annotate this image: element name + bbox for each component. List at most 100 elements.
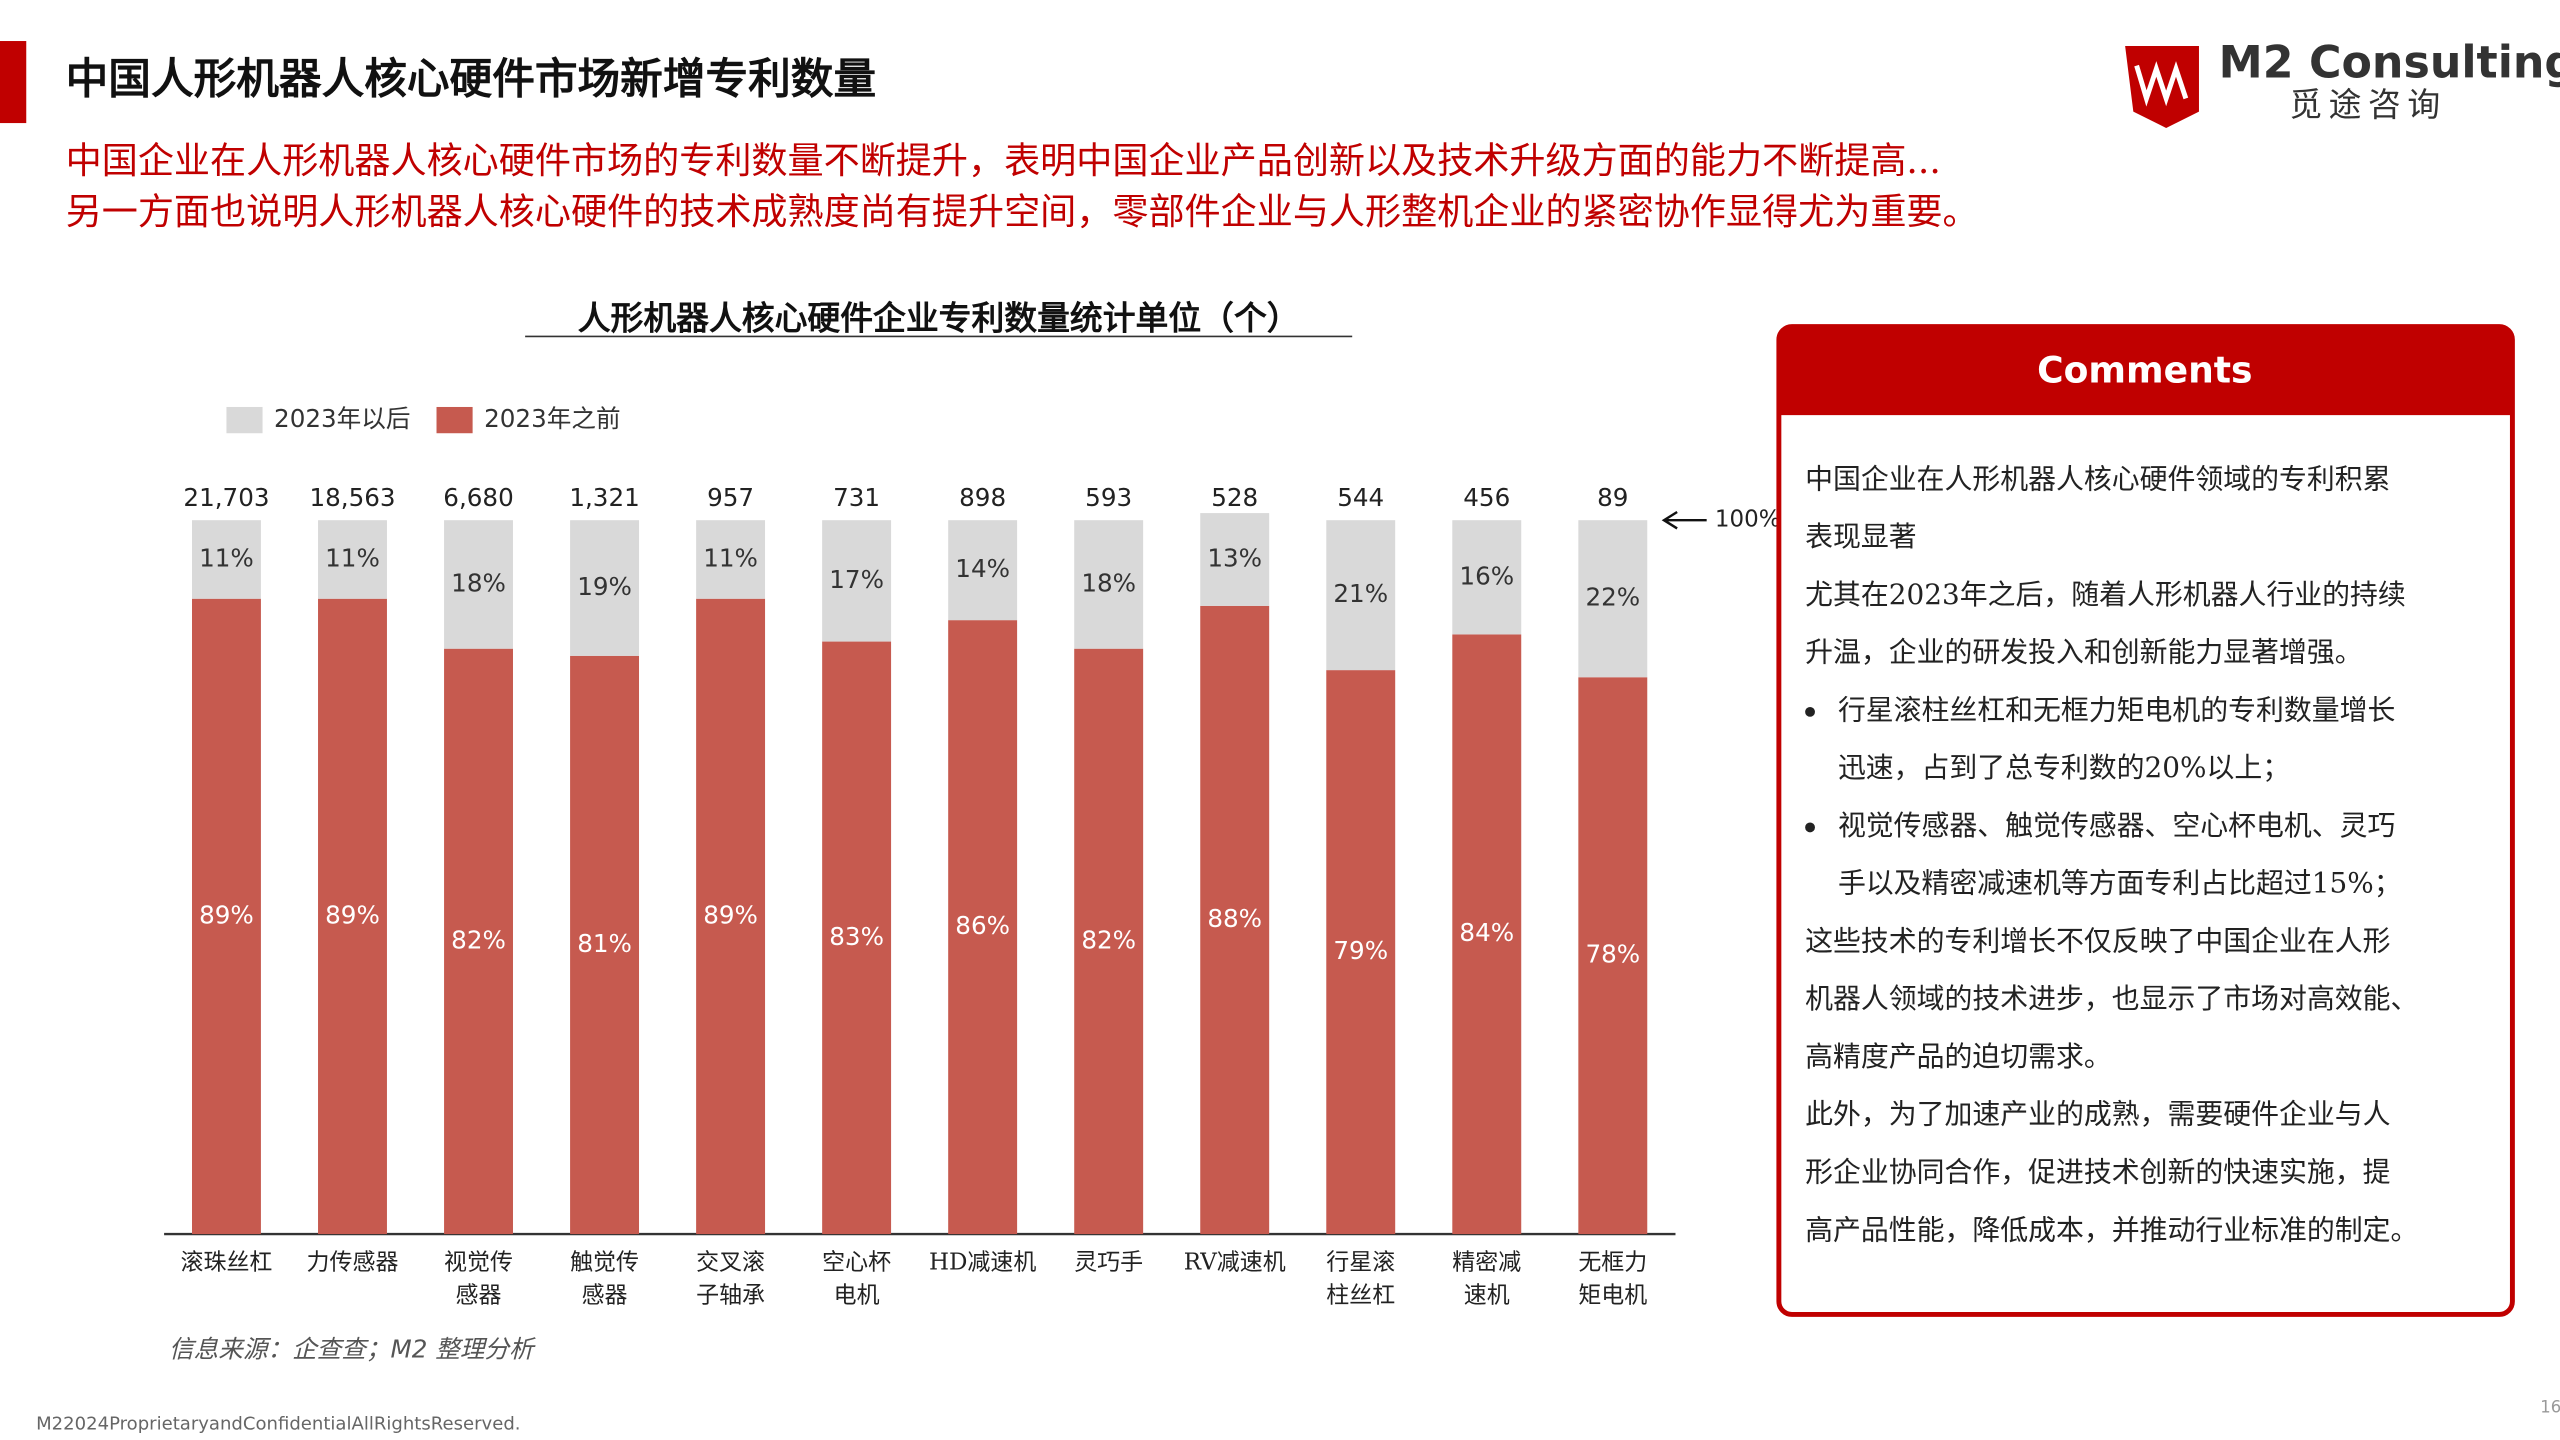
data-label: 18% <box>1081 568 1136 597</box>
logo: M2 Consulting <box>2219 38 2560 89</box>
bar-segment <box>1326 670 1396 1235</box>
bar-segment <box>318 520 387 599</box>
annotation: 100% <box>1715 507 1781 533</box>
bar-segment <box>1452 520 1522 635</box>
legend-label: 2023年以后 <box>274 404 410 433</box>
total-label: 89 <box>1597 483 1628 512</box>
title-accent <box>0 41 27 124</box>
x-tick-label: HD减速机 <box>929 1250 1036 1276</box>
bar-segment <box>318 598 387 1235</box>
comments-header <box>1778 326 2513 416</box>
legend-swatch <box>436 406 473 434</box>
slide-title: 中国人形机器人核心硬件市场新增专利数量 <box>66 55 876 105</box>
bullet <box>1805 822 1815 833</box>
data-label: 22% <box>1585 583 1640 612</box>
data-label: 11% <box>703 543 758 572</box>
comment-line: 行星滚柱丝杠和无框力矩电机的专利数量增长 <box>1838 693 2396 726</box>
data-label: 86% <box>955 911 1010 940</box>
bar-segment <box>192 598 261 1235</box>
comment-line: 表现显著 <box>1805 520 1917 553</box>
comment-line: 高产品性能，降低成本，并推动行业标准的制定。 <box>1805 1213 2418 1246</box>
data-label: 78% <box>1585 940 1640 969</box>
comment-line: 尤其在2023年之后，随着人形机器人行业的持续 <box>1805 578 2406 611</box>
total-label: 544 <box>1337 483 1384 512</box>
legend-label: 2023年之前 <box>484 404 620 433</box>
bar-segment <box>1200 513 1270 606</box>
x-tick-label: 无框力矩电机 <box>1578 1250 1647 1309</box>
page-number: 16 <box>2540 1398 2560 1417</box>
annotation-arrow <box>1661 510 1707 530</box>
data-label: 83% <box>829 922 884 951</box>
data-label: 14% <box>955 554 1010 583</box>
bar-segment <box>1074 520 1144 649</box>
data-label: 82% <box>451 925 506 954</box>
total-label: 593 <box>1085 483 1132 512</box>
x-tick-label: 力传感器 <box>307 1250 399 1276</box>
data-label: 88% <box>1207 904 1262 933</box>
data-label: 16% <box>1459 561 1514 590</box>
comment-line: 手以及精密减速机等方面专利占比超过15%； <box>1838 867 2402 900</box>
bar-segment <box>822 520 892 642</box>
bar-segment <box>570 655 640 1235</box>
bar-segment <box>1578 677 1648 1235</box>
bar-segment <box>444 648 513 1235</box>
bar-segment <box>192 520 261 599</box>
x-tick-label: 行星滚柱丝杠 <box>1326 1250 1395 1309</box>
logo-icon-mark <box>2134 61 2189 107</box>
data-label: 11% <box>199 543 254 572</box>
source: 信息来源：企查查；M2 整理分析 <box>169 1335 536 1364</box>
bar-segment <box>948 620 1018 1235</box>
data-label: 13% <box>1207 543 1262 572</box>
x-tick-label: 空心杯电机 <box>822 1250 891 1309</box>
logo-sub: 觅途咨询 <box>2289 86 2447 124</box>
total-label: 957 <box>707 483 754 512</box>
data-label: 89% <box>325 900 380 929</box>
data-label: 84% <box>1459 918 1514 947</box>
bar-segment <box>822 641 892 1235</box>
comment-line: 机器人领域的技术进步，也显示了市场对高效能、 <box>1805 982 2418 1015</box>
data-label: 89% <box>703 900 758 929</box>
bar-segment <box>696 598 766 1235</box>
total-label: 6,680 <box>443 483 513 512</box>
total-label: 731 <box>833 483 880 512</box>
data-label: 17% <box>829 565 884 594</box>
subtitle: 另一方面也说明人形机器人核心硬件的技术成熟度尚有提升空间，零部件企业与人形整机企… <box>66 190 1979 233</box>
subtitle: 中国企业在人形机器人核心硬件市场的专利数量不断提升，表明中国企业产品创新以及技术… <box>66 139 1941 182</box>
comment-line: 中国企业在人形机器人核心硬件领域的专利积累 <box>1805 462 2390 495</box>
bar-segment <box>444 520 513 649</box>
comment-line: 形企业协同合作，促进技术创新的快速实施，提 <box>1805 1155 2390 1188</box>
x-tick-label: 滚珠丝杠 <box>181 1250 273 1276</box>
data-label: 19% <box>577 572 632 601</box>
bar-segment <box>1452 634 1522 1235</box>
data-label: 11% <box>325 543 380 572</box>
bar-segment <box>570 520 640 656</box>
data-label: 79% <box>1333 936 1388 965</box>
bar-segment <box>1578 520 1648 678</box>
bar-segment <box>1074 648 1144 1235</box>
x-tick-label: 精密减速机 <box>1452 1250 1521 1309</box>
total-label: 528 <box>1211 483 1258 512</box>
bar-segment <box>948 520 1018 621</box>
total-label: 456 <box>1463 483 1510 512</box>
bar-segment <box>1200 605 1270 1235</box>
x-tick-label: 交叉滚子轴承 <box>696 1250 765 1309</box>
comment-line: 高精度产品的迫切需求。 <box>1805 1040 2112 1073</box>
total-label: 21,703 <box>183 483 269 512</box>
comment-line: 迅速，占到了总专利数的20%以上； <box>1838 751 2290 784</box>
bar-segment <box>1326 520 1396 671</box>
total-label: 1,321 <box>569 483 639 512</box>
chart-title: 人形机器人核心硬件企业专利数量统计单位（个） <box>578 300 1300 338</box>
comment-line: 这些技术的专利增长不仅反映了中国企业在人形 <box>1805 924 2390 957</box>
data-label: 82% <box>1081 925 1136 954</box>
x-tick-label: 灵巧手 <box>1074 1250 1143 1276</box>
data-label: 18% <box>451 568 506 597</box>
data-label: 21% <box>1333 579 1388 608</box>
x-tick-label: 触觉传感器 <box>570 1250 639 1309</box>
total-label: 18,563 <box>309 483 395 512</box>
x-tick-label: RV减速机 <box>1184 1250 1286 1276</box>
total-label: 898 <box>959 483 1006 512</box>
data-label: 81% <box>577 929 632 958</box>
comments-title: Comments <box>2037 349 2252 392</box>
data-label: 89% <box>199 900 254 929</box>
